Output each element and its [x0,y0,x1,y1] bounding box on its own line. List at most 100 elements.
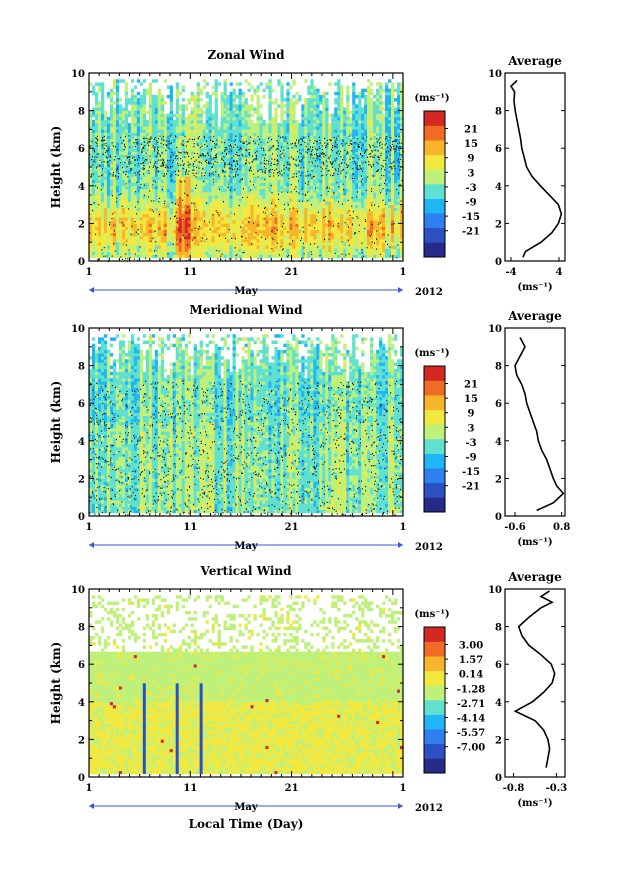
colorbar-segment [424,409,445,425]
average-frame [504,72,566,262]
y-tick-label: 4 [78,437,85,448]
average-y-tick-label: 4 [495,698,502,709]
colorbar-label: 21 [464,380,478,391]
average-y-tick-label: 6 [495,660,502,671]
average-y-tick-label: 8 [495,362,502,373]
colorbar-segment [424,641,445,657]
colorbar-label: -1.28 [457,684,486,695]
colorbar-label: -15 [462,212,480,223]
month-arrow-right [398,542,403,548]
colorbar-segment [424,743,445,759]
significance-dots [89,135,404,263]
colorbar-label: 9 [468,409,475,420]
colorbar-segment [424,670,445,686]
heatmap-field [89,334,404,514]
average-y-tick-label: 2 [495,219,502,230]
month-arrow-right [398,287,403,293]
average-line [509,79,563,258]
x-tick-label: 11 [183,522,197,533]
average-y-tick-label: 0 [495,773,502,784]
average-x-tick-label: -0.8 [503,783,525,794]
colorbar-segment [424,656,445,672]
average-y-tick-label: 10 [488,69,502,80]
average-title: Average [507,570,562,584]
y-tick-label: 10 [71,585,85,596]
month-label: May [234,286,259,297]
average-profile: Average 0 2 4 6 8 10 -0.6 0.8(ms⁻¹) [488,309,570,548]
average-y-tick-label: 2 [495,474,502,485]
y-tick-label: 0 [78,257,85,268]
colorbar-segment [424,242,445,258]
average-y-tick-label: 4 [495,182,502,193]
x-tick-label: 1 [86,522,93,533]
significance-dots [89,380,404,518]
colorbar-unit: (ms⁻¹) [414,348,449,359]
year-label: 2012 [415,542,443,553]
month-arrow-left [89,542,94,548]
average-x-tick-label: -0.3 [546,783,568,794]
y-tick-label: 8 [78,623,85,634]
average-x-tick-label: 0.8 [553,522,570,533]
y-tick-label: 6 [78,660,85,671]
average-x-tick-label: 4 [556,267,563,278]
colorbar [423,365,448,513]
colorbar-label: 3 [468,423,475,434]
panel-title: Zonal Wind [208,48,286,62]
y-tick-label: 8 [78,107,85,118]
colorbar-label: -21 [462,482,480,493]
y-tick-label: 4 [78,182,85,193]
month-label: May [234,802,259,813]
average-y-tick-label: 6 [495,399,502,410]
colorbar-segment [424,140,445,156]
average-x-label: (ms⁻¹) [517,282,552,293]
colorbar-frame [423,365,446,513]
x-tick-label: 21 [285,783,299,794]
colorbar-segment [424,685,445,701]
colorbar-segment [424,227,445,243]
y-tick-label: 10 [71,69,85,80]
panel-title: Meridional Wind [190,303,304,317]
y-tick-label: 0 [78,773,85,784]
y-tick-label: 2 [78,474,85,485]
colorbar [423,626,448,774]
year-label: 2012 [415,287,443,298]
y-axis-label: Height (km) [49,381,63,464]
colorbar-segment [424,198,445,214]
month-arrow-left [89,287,94,293]
average-y-tick-label: 0 [495,257,502,268]
colorbar-segment [424,184,445,199]
average-x-label: (ms⁻¹) [517,798,552,809]
colorbar-frame [423,626,446,774]
average-line [513,590,556,768]
month-arrow-left [89,803,94,809]
average-frame [504,588,566,778]
colorbar-label: -4.14 [457,714,486,725]
y-tick-label: 8 [78,362,85,373]
x-tick-label: 1 [86,783,93,794]
colorbar-label: 3 [468,168,475,179]
x-tick-label: 1 [86,267,93,278]
colorbar-label: -21 [462,227,480,238]
x-tick-label: 1 [400,267,407,278]
x-tick-label: 11 [183,267,197,278]
colorbar-label: -3 [465,183,476,194]
average-profile: Average 0 2 4 6 8 10 -4 4 (ms⁻¹) [488,54,566,293]
average-x-label: (ms⁻¹) [517,537,552,548]
colorbar-segment [424,125,445,141]
average-y-tick-label: 6 [495,144,502,155]
y-tick-label: 2 [78,735,85,746]
y-tick-label: 10 [71,324,85,335]
average-y-tick-label: 10 [488,324,502,335]
x-tick-label: 1 [400,783,407,794]
average-frame [504,327,566,517]
colorbar-label: -9 [465,453,476,464]
average-y-tick-label: 0 [495,512,502,523]
colorbar-label: 0.14 [459,670,483,681]
average-title: Average [507,309,562,323]
colorbar-segment [424,758,445,774]
colorbar-label: 1.57 [459,655,483,666]
y-tick-label: 2 [78,219,85,230]
month-arrow-right [398,803,403,809]
